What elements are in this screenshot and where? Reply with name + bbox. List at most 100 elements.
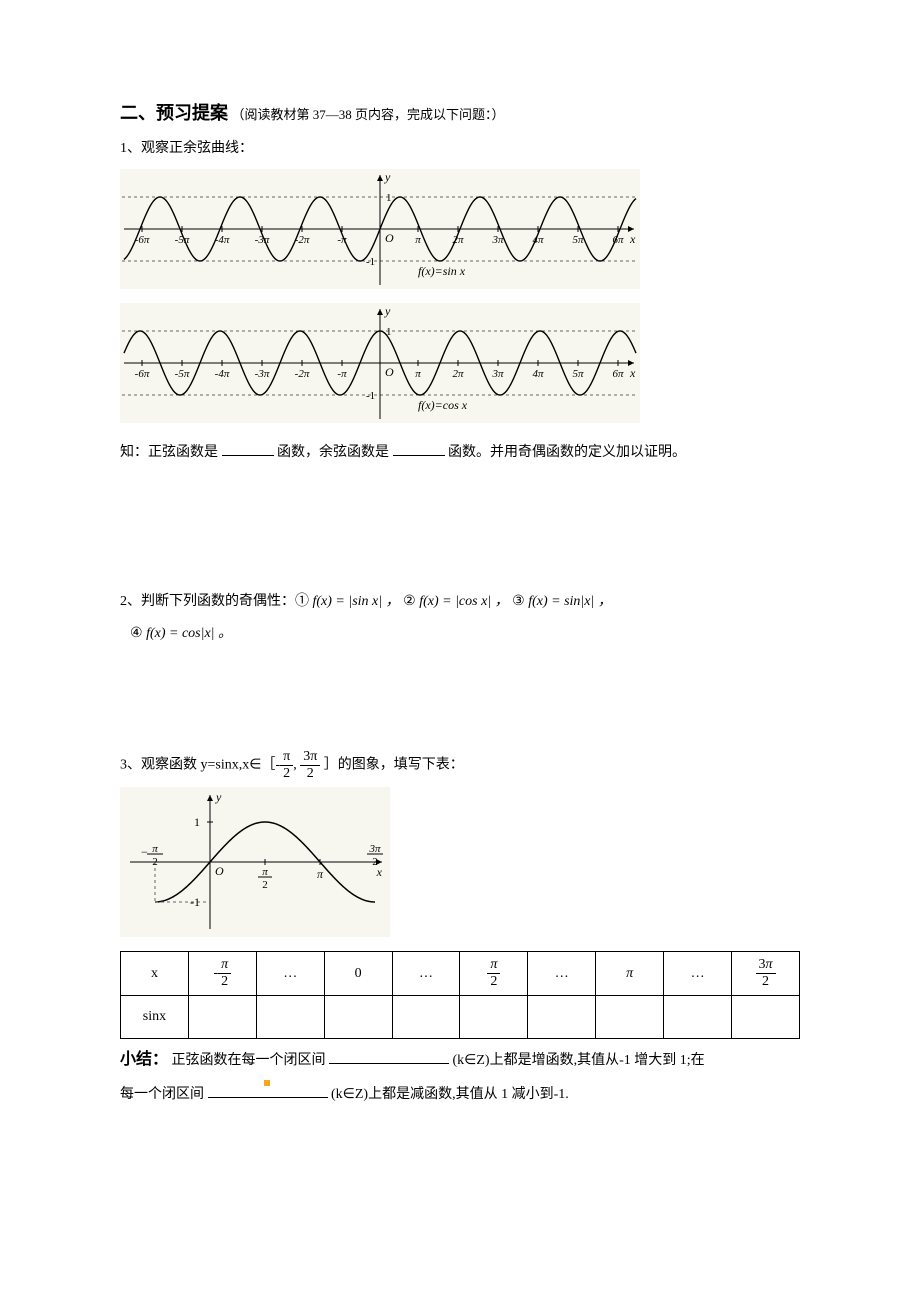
- cell[interactable]: [596, 996, 664, 1039]
- cell[interactable]: [188, 996, 256, 1039]
- svg-text:x: x: [629, 366, 636, 380]
- q1-blank1[interactable]: [222, 442, 274, 456]
- table-row: x -π2 … 0 … π2 … π … 3π2: [121, 952, 800, 996]
- q1-blank2[interactable]: [393, 442, 445, 456]
- svg-text:y: y: [384, 304, 391, 318]
- svg-text:1: 1: [386, 326, 392, 338]
- cell[interactable]: [324, 996, 392, 1039]
- svg-text:-4π: -4π: [215, 234, 230, 246]
- table-row: sinx: [121, 996, 800, 1039]
- q2-c1: ①: [295, 594, 309, 609]
- svg-text:y: y: [215, 790, 222, 804]
- svg-text:x: x: [629, 232, 636, 246]
- svg-text:1: 1: [386, 192, 392, 204]
- summary-t4: (k∈Z)上都是减函数,其值从 1 减小到-1.: [331, 1087, 569, 1102]
- q3-frac-up: 3π2: [300, 750, 320, 781]
- q2-c3: ③: [512, 594, 525, 609]
- q3-table: x -π2 … 0 … π2 … π … 3π2 sinx: [120, 951, 800, 1039]
- summary-blank2[interactable]: [208, 1084, 328, 1098]
- svg-text:3π: 3π: [368, 843, 381, 855]
- q1-sentence: 知：正弦函数是 函数，余弦函数是 函数。并用奇偶函数的定义加以证明。: [120, 440, 800, 467]
- svg-text:-5π: -5π: [175, 234, 190, 246]
- svg-text:2π: 2π: [452, 234, 464, 246]
- svg-text:y: y: [384, 170, 391, 184]
- svg-text:2π: 2π: [452, 368, 464, 380]
- q3-frac-low: π2: [280, 750, 293, 781]
- section-note: （阅读教材第 37—38 页内容，完成以下问题：）: [232, 107, 505, 122]
- gap1: [120, 473, 800, 583]
- summary-t2: (k∈Z)上都是增函数,其值从-1 增大到 1;在: [453, 1053, 705, 1068]
- q2-c4: ④: [130, 626, 143, 641]
- svg-text:2: 2: [262, 879, 268, 891]
- svg-text:-6π: -6π: [135, 234, 150, 246]
- q2-f1: f(x) = |sin x| ，: [309, 594, 400, 609]
- gap2: [120, 654, 800, 744]
- svg-text:2: 2: [372, 856, 378, 868]
- q3-ib: ］的图象，填写下表：: [324, 757, 464, 772]
- svg-text:-6π: -6π: [135, 368, 150, 380]
- svg-text:3π: 3π: [491, 368, 504, 380]
- sin-plot-wrap: -6π-5π-4π-3π-2π-ππ2π3π4π5π6π1-1Oyxf(x)=s…: [120, 169, 800, 300]
- cell[interactable]: [664, 996, 732, 1039]
- cell: -π2: [188, 952, 256, 996]
- svg-text:O: O: [215, 864, 224, 878]
- svg-text:-3π: -3π: [255, 368, 270, 380]
- summary-line1: 小结： 正弦函数在每一个闭区间 (k∈Z)上都是增函数,其值从-1 增大到 1;…: [120, 1045, 800, 1075]
- svg-text:-1: -1: [190, 895, 200, 909]
- svg-text:4π: 4π: [532, 368, 544, 380]
- cell[interactable]: [732, 996, 800, 1039]
- q2-intro: 2、判断下列函数的奇偶性：: [120, 594, 295, 609]
- q2-line2: ④ f(x) = cos|x| 。: [120, 621, 800, 648]
- small-sin-wrap: 1-1Oyx−π2π2π3π2: [120, 787, 800, 948]
- cell[interactable]: [460, 996, 528, 1039]
- summary-blank1[interactable]: [329, 1051, 449, 1065]
- q1-t3: 函数。并用奇偶函数的定义加以证明。: [448, 445, 686, 460]
- cell-sin-label: sinx: [121, 996, 189, 1039]
- q1-t1: 知：正弦函数是: [120, 445, 218, 460]
- svg-text:-π: -π: [337, 368, 347, 380]
- cell: π2: [460, 952, 528, 996]
- cos-plot: -6π-5π-4π-3π-2π-ππ2π3π4π5π6π1-1Oyxf(x)=c…: [120, 303, 640, 423]
- summary-label: 小结：: [120, 1051, 168, 1068]
- cell: …: [392, 952, 460, 996]
- cos-plot-wrap: -6π-5π-4π-3π-2π-ππ2π3π4π5π6π1-1Oyxf(x)=c…: [120, 303, 800, 434]
- svg-text:3π: 3π: [491, 234, 504, 246]
- svg-text:-3π: -3π: [255, 234, 270, 246]
- svg-text:O: O: [385, 231, 394, 245]
- summary-t3: 每一个闭区间: [120, 1087, 204, 1102]
- svg-text:π: π: [152, 843, 158, 855]
- q3-ia: 3、观察函数 y=sinx,x∈［: [120, 757, 275, 772]
- svg-text:O: O: [385, 365, 394, 379]
- cell: π: [596, 952, 664, 996]
- cell: 3π2: [732, 952, 800, 996]
- cell[interactable]: [528, 996, 596, 1039]
- cell[interactable]: [392, 996, 460, 1039]
- svg-text:f(x)=sin x: f(x)=sin x: [418, 264, 466, 278]
- svg-text:-1: -1: [366, 256, 375, 268]
- svg-text:-5π: -5π: [175, 368, 190, 380]
- svg-text:-2π: -2π: [295, 368, 310, 380]
- q3-intro: 3、观察函数 y=sinx,x∈［-π2, 3π2 ］的图象，填写下表：: [120, 750, 800, 781]
- cell[interactable]: [256, 996, 324, 1039]
- svg-text:5π: 5π: [572, 368, 584, 380]
- svg-text:-1: -1: [366, 390, 375, 402]
- cell: …: [528, 952, 596, 996]
- svg-text:π: π: [317, 867, 324, 881]
- svg-text:2: 2: [152, 856, 158, 868]
- q2-line1: 2、判断下列函数的奇偶性：① f(x) = |sin x| ， ② f(x) =…: [120, 589, 800, 616]
- q2-f2: f(x) = |cos x| ，: [416, 594, 509, 609]
- svg-text:f(x)=cos x: f(x)=cos x: [418, 398, 468, 412]
- cell-x-label: x: [121, 952, 189, 996]
- svg-text:1: 1: [194, 815, 200, 829]
- q1-intro: 1、观察正余弦曲线：: [120, 136, 800, 163]
- q2-c2: ②: [403, 594, 416, 609]
- cell: …: [256, 952, 324, 996]
- summary-t1: 正弦函数在每一个闭区间: [172, 1053, 326, 1068]
- section-heading-row: 二、预习提案 （阅读教材第 37—38 页内容，完成以下问题：）: [120, 96, 800, 130]
- svg-text:5π: 5π: [572, 234, 584, 246]
- svg-text:−: −: [141, 845, 148, 859]
- svg-text:-π: -π: [337, 234, 347, 246]
- svg-text:π: π: [415, 234, 421, 246]
- svg-text:4π: 4π: [532, 234, 544, 246]
- sin-plot: -6π-5π-4π-3π-2π-ππ2π3π4π5π6π1-1Oyxf(x)=s…: [120, 169, 640, 289]
